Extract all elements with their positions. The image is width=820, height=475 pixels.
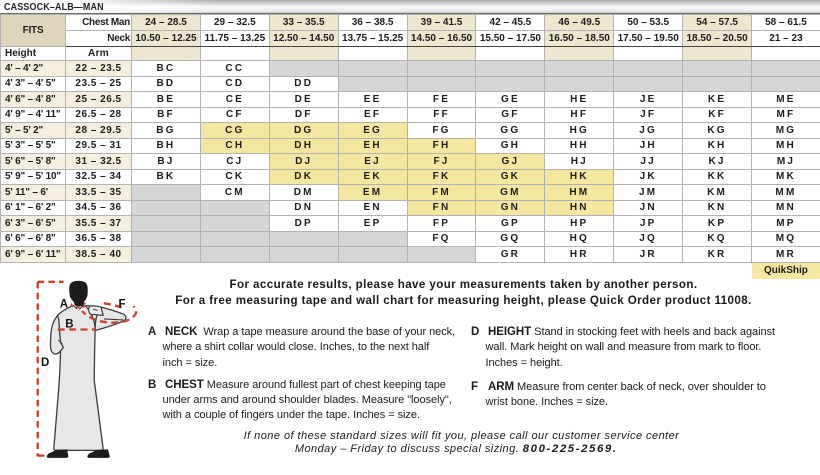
svg-text:F: F (119, 298, 126, 310)
svg-text:B: B (65, 319, 73, 331)
svg-text:A: A (60, 298, 68, 310)
svg-text:D: D (41, 357, 49, 369)
